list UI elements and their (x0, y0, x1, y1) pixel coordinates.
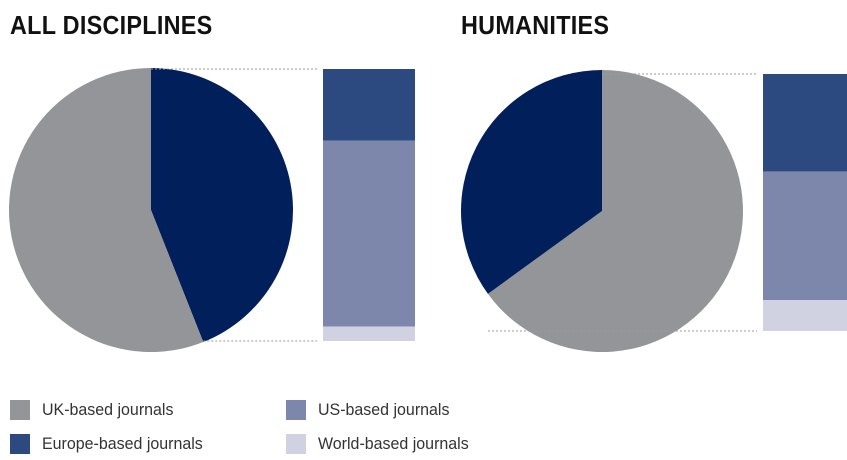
bar-segment-humanities-europe (763, 74, 847, 172)
legend-item-europe: Europe-based journals (10, 432, 213, 456)
bar-segment-all-europe (323, 69, 415, 141)
legend-item-uk: UK-based journals (10, 398, 182, 422)
legend-label-uk: UK-based journals (42, 400, 173, 420)
legend-item-world: World-based journals (286, 432, 478, 456)
bar-segment-humanities-world (763, 300, 847, 331)
legend-swatch-world (286, 434, 306, 454)
legend-item-us: US-based journals (286, 398, 458, 422)
bar-segment-humanities-us (763, 172, 847, 301)
legend: UK-based journals US-based journals Euro… (10, 395, 810, 455)
legend-swatch-us (286, 400, 306, 420)
legend-label-us: US-based journals (318, 400, 449, 420)
bar-segment-all-world (323, 327, 415, 341)
legend-swatch-uk (10, 400, 30, 420)
legend-label-world: World-based journals (318, 434, 469, 454)
legend-swatch-europe (10, 434, 30, 454)
charts-canvas (0, 0, 847, 395)
bar-segment-all-us (323, 141, 415, 327)
legend-label-europe: Europe-based journals (42, 434, 203, 454)
